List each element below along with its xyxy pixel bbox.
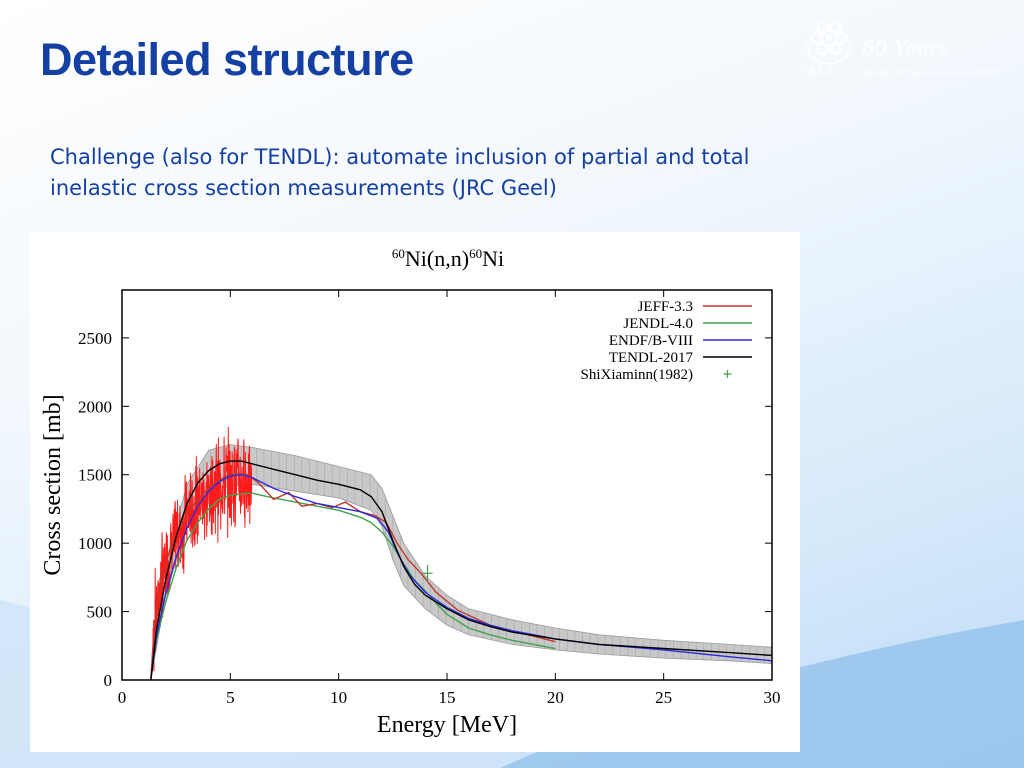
x-tick-label: 10 — [330, 688, 347, 707]
series-line-jeff-3-3 — [150, 472, 556, 681]
legend-entry: JENDL-4.0 — [623, 316, 752, 332]
legend-label: JENDL-4.0 — [623, 316, 693, 332]
x-tick-label: 20 — [547, 688, 564, 707]
chart-container: 0 5 10 15 20 25 30 0 500 1000 1500 2000 2500 60Ni(n,… — [30, 232, 800, 752]
jeff-resonance-data — [151, 426, 253, 672]
y-tick-label: 1500 — [78, 466, 112, 485]
x-tick-label: 25 — [655, 688, 672, 707]
x-axis-label: Energy [MeV] — [377, 712, 517, 738]
exfor-point — [422, 565, 433, 582]
series-line-jendl-4-0 — [150, 492, 556, 681]
x-tick-label: 0 — [118, 688, 127, 707]
x-tick-label: 5 — [226, 688, 235, 707]
legend-label: JEFF-3.3 — [638, 299, 693, 315]
y-tick-label: 1000 — [78, 534, 112, 553]
logo-tagline: Atoms for Peace and Development — [864, 68, 1004, 77]
legend-entry: ShiXiaminn(1982) — [581, 367, 732, 383]
legend-entry: ENDF/B-VIII — [609, 333, 752, 349]
y-tick-label: 500 — [87, 603, 113, 622]
x-tick-label: 15 — [439, 688, 456, 707]
slide-body-text: Challenge (also for TENDL): automate inc… — [50, 145, 750, 200]
legend-label: ShiXiaminn(1982) — [581, 367, 694, 383]
legend-label: ENDF/B-VIII — [609, 333, 693, 349]
chart-title-midsup: 60 — [469, 246, 482, 261]
y-tick-label: 2500 — [78, 329, 112, 348]
chart-title-post: Ni — [482, 246, 504, 271]
y-tick-label: 2000 — [78, 397, 112, 416]
iaea-emblem-icon — [806, 21, 852, 66]
chart-title-main: Ni(n,n) — [405, 246, 469, 271]
legend-entry: JEFF-3.3 — [638, 299, 752, 315]
chart-title-presup: 60 — [392, 246, 405, 261]
x-tick-label: 30 — [764, 688, 781, 707]
slide-title: Detailed structure — [40, 34, 414, 85]
cross-section-chart: 0 5 10 15 20 25 30 0 500 1000 1500 2000 2500 60Ni(n,… — [40, 246, 781, 738]
legend-entry: TENDL-2017 — [609, 350, 752, 366]
y-axis-label: Cross section [mb] — [40, 394, 66, 575]
legend-label: TENDL-2017 — [609, 350, 694, 366]
logo-org: IAEA — [804, 64, 836, 78]
chart-title: 60Ni(n,n)60Ni — [392, 246, 504, 271]
iaea-logo: 60 Years IAEA Atoms for Peace and Develo… — [798, 14, 1008, 84]
logo-years: 60 Years — [862, 36, 949, 60]
series-line-tendl-2017 — [150, 460, 773, 681]
y-tick-label: 0 — [104, 671, 113, 690]
